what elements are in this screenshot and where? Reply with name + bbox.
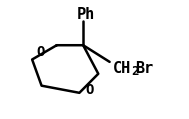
Text: Ph: Ph [77,7,95,22]
Text: O: O [36,45,45,59]
Text: 2: 2 [131,65,139,79]
Text: CH: CH [112,61,131,76]
Text: Br: Br [135,61,153,76]
Text: O: O [86,83,94,97]
